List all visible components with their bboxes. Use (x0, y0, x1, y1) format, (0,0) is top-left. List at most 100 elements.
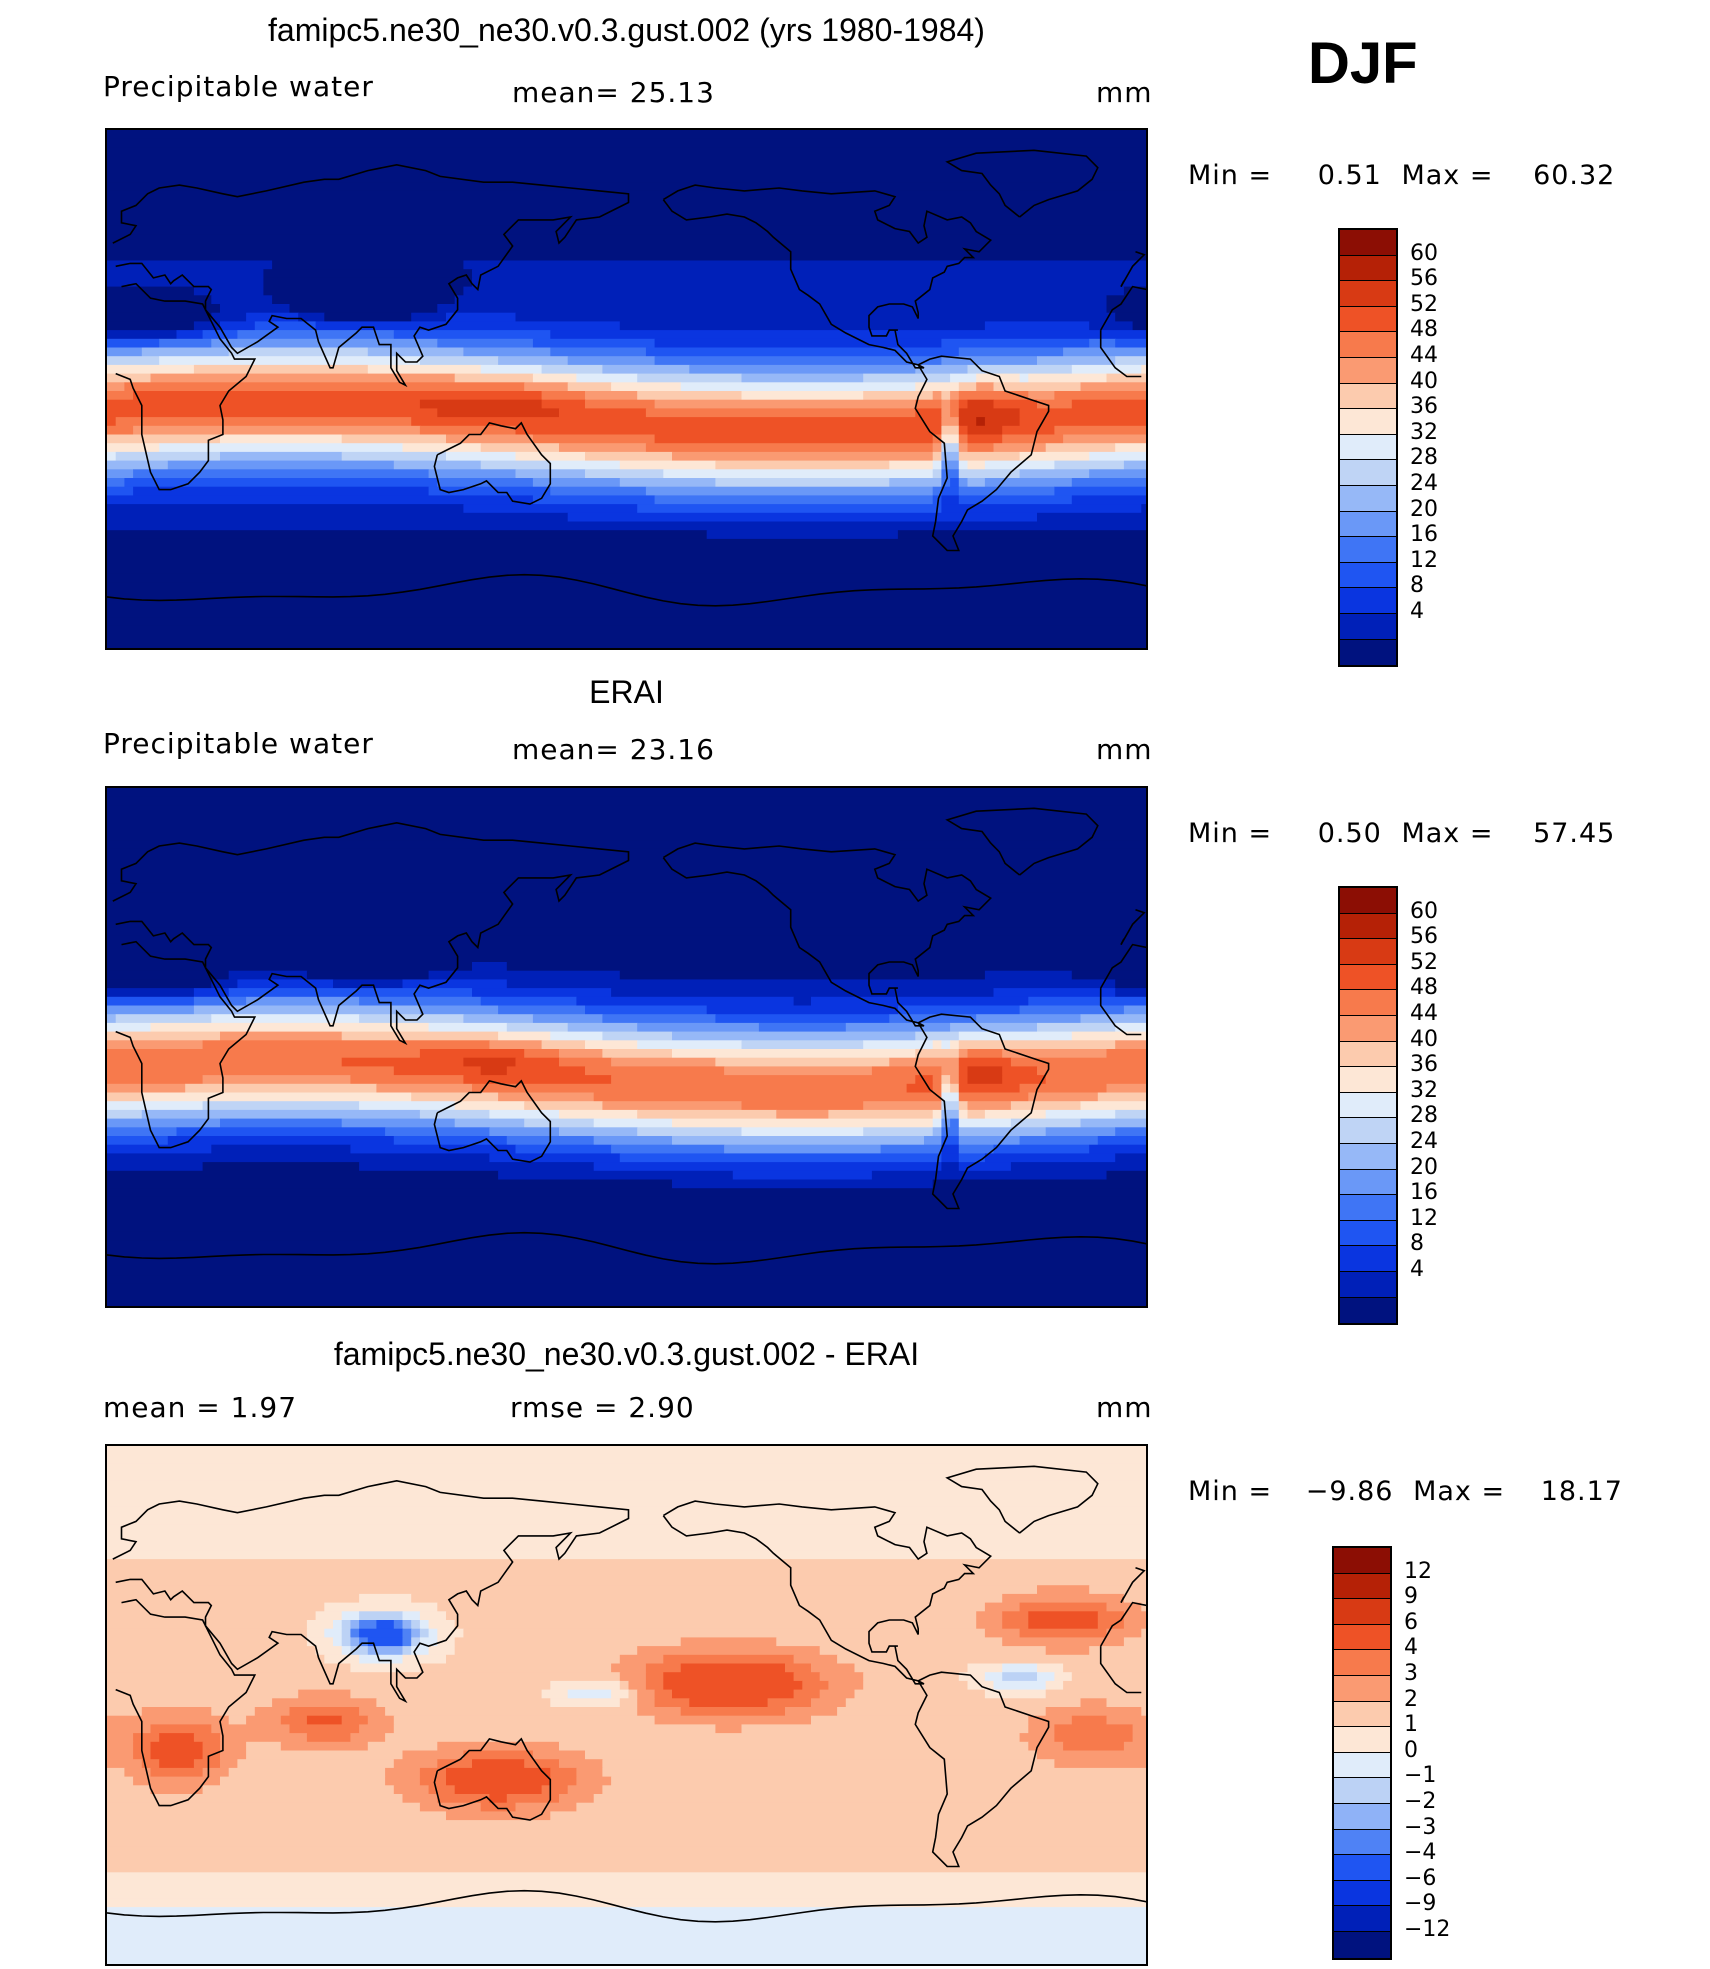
colorbar-cell (1340, 888, 1396, 914)
colorbar-cell (1340, 1143, 1396, 1170)
coastline (1099, 330, 1142, 378)
coastline (914, 355, 1050, 552)
colorbar-cell (1340, 409, 1396, 435)
colorbar-cell (1340, 1041, 1396, 1068)
field-raster (107, 130, 1146, 648)
colorbar-cell (1340, 511, 1396, 538)
coastline (1099, 1646, 1142, 1694)
colorbar-tick-label: 24 (1410, 471, 1438, 496)
colorbar-cell (1340, 1092, 1396, 1119)
panel-2-min-label: Min = (1188, 818, 1273, 849)
colorbar-tick-label: 1 (1404, 1712, 1418, 1738)
panel-1-min-label: Min = (1188, 160, 1273, 191)
colorbar-tick-label: 40 (1410, 1026, 1438, 1052)
colorbar-cell (1334, 1599, 1390, 1625)
colorbar-tick-label: 8 (1410, 1231, 1424, 1257)
colorbar-tick-label: 12 (1404, 1558, 1432, 1584)
coastline (1120, 909, 1146, 945)
coastline (945, 149, 1099, 218)
colorbar-tick-label: −4 (1404, 1840, 1437, 1866)
colorbar-box (1338, 886, 1398, 1326)
colorbar-cell (1340, 1246, 1396, 1272)
coastline (112, 821, 630, 1046)
coastline (945, 807, 1099, 876)
colorbar-cell (1340, 913, 1396, 940)
coastline (433, 1737, 552, 1821)
colorbar-tick-label: −2 (1404, 1789, 1437, 1814)
colorbar-cell (1334, 1727, 1390, 1753)
panel-3-minmax: Min = −9.86 Max = 18.17 (1188, 1476, 1623, 1507)
colorbar-cell (1340, 485, 1396, 512)
colorbar-cell (1340, 939, 1396, 965)
colorbar-box (1338, 228, 1398, 668)
panel-1-minmax: Min = 0.51 Max = 60.32 (1188, 160, 1615, 191)
field-raster (107, 788, 1146, 1306)
colorbar-tick-label: 40 (1410, 368, 1438, 394)
colorbar-cell (1334, 1701, 1390, 1728)
colorbar-tick-label: 36 (1410, 394, 1438, 420)
colorbar-cell (1340, 306, 1396, 333)
colorbar-cell (1334, 1675, 1390, 1702)
season-label: DJF (1308, 31, 1418, 96)
colorbar-tick-label: 9 (1404, 1584, 1418, 1610)
colorbar-cell (1334, 1931, 1390, 1958)
colorbar-tick-label: 2 (1404, 1686, 1418, 1712)
colorbar-cell (1340, 588, 1396, 614)
colorbar-tick-label: −3 (1404, 1814, 1437, 1840)
colorbar-cell (1340, 613, 1396, 640)
colorbar-cell (1340, 639, 1396, 666)
colorbar-cell (1340, 1067, 1396, 1093)
coastline (914, 1671, 1050, 1868)
colorbar-tick-label: 4 (1404, 1635, 1418, 1661)
colorbar-tick-label: 44 (1410, 1001, 1438, 1026)
colorbar-cell (1340, 230, 1396, 256)
panel-1-max-label: Max = (1401, 160, 1494, 191)
coastline (945, 1465, 1099, 1534)
colorbar-tick-label: 32 (1410, 1077, 1438, 1103)
panel-2-units: mm (1096, 733, 1153, 766)
panel-3-units: mm (1096, 1391, 1153, 1424)
panel-2-map (105, 786, 1148, 1308)
field-raster (107, 1446, 1146, 1964)
panel-3-min-label: Min = (1188, 1476, 1273, 1507)
coastline (107, 1231, 1146, 1265)
colorbar-cell (1340, 1271, 1396, 1298)
coastline (1100, 943, 1146, 989)
panel-1-min-value: 0.51 (1317, 160, 1382, 191)
coastline (112, 163, 630, 388)
coastline (1120, 1567, 1146, 1603)
colorbar-cell (1340, 255, 1396, 282)
colorbar-tick-label: 20 (1410, 1154, 1438, 1180)
panel-3-max-label: Max = (1413, 1476, 1506, 1507)
colorbar-cell (1340, 964, 1396, 991)
coastline (433, 421, 552, 505)
panel-1-map (105, 128, 1148, 650)
coastline (1100, 1601, 1146, 1647)
colorbar-tick-label: 6 (1404, 1609, 1418, 1635)
colorbar-tick-label: 52 (1410, 949, 1438, 975)
colorbar-cell (1334, 1906, 1390, 1932)
coastline (662, 184, 992, 369)
coastline (1120, 1596, 1125, 1603)
coastline (107, 573, 1146, 607)
colorbar-tick-label: 4 (1410, 599, 1424, 624)
coastline (115, 940, 257, 1149)
colorbar-cell (1334, 1778, 1390, 1804)
colorbar-cell (1334, 1752, 1390, 1779)
colorbar-tick-label: 36 (1410, 1052, 1438, 1078)
colorbar-tick-label: 60 (1410, 240, 1438, 266)
colorbar-tick-label: 0 (1404, 1737, 1418, 1763)
coastline (1120, 938, 1125, 945)
colorbar-tick-label: 48 (1410, 317, 1438, 343)
colorbar-tick-label: 20 (1410, 496, 1438, 522)
colorbar-tick-label: 24 (1410, 1129, 1438, 1154)
coastline (115, 1598, 257, 1807)
colorbar-cell (1340, 332, 1396, 358)
colorbar-tick-label: 60 (1410, 898, 1438, 924)
coastline (1120, 280, 1125, 287)
colorbar-box (1332, 1546, 1392, 1960)
colorbar-tick-label: 48 (1410, 975, 1438, 1001)
colorbar-cell (1334, 1548, 1390, 1574)
colorbar-cell (1334, 1573, 1390, 1600)
panel-2-mean-label: mean= 23.16 (512, 733, 715, 766)
